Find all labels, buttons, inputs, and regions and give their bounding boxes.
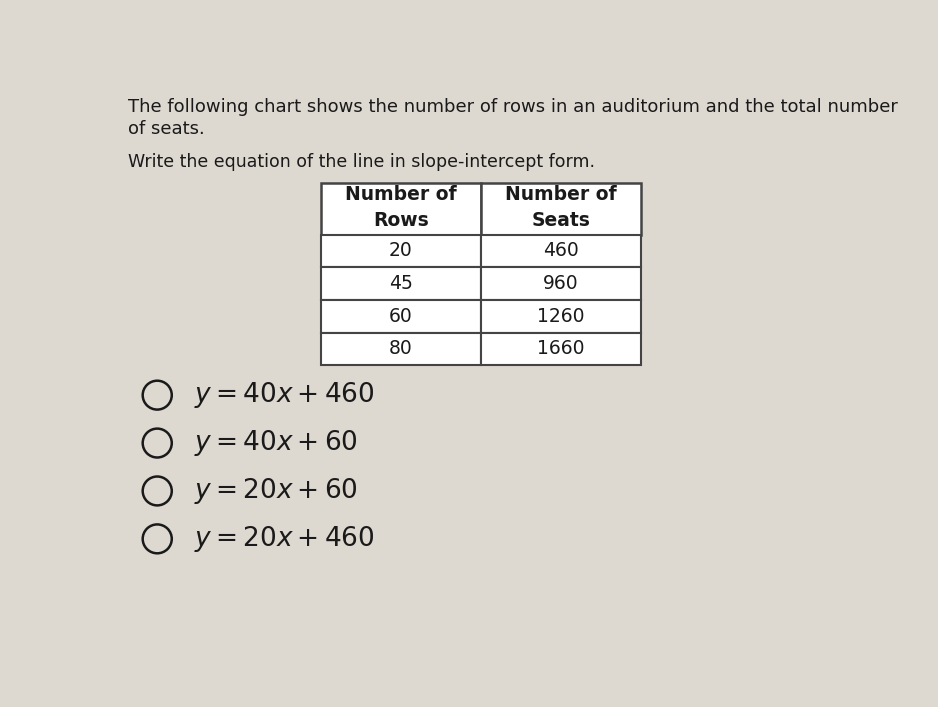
Text: $y = 20x + 460$: $y = 20x + 460$ — [193, 524, 374, 554]
FancyBboxPatch shape — [480, 267, 641, 300]
Text: 80: 80 — [389, 339, 413, 358]
Text: Number of: Number of — [345, 185, 457, 204]
FancyBboxPatch shape — [480, 300, 641, 332]
Text: 960: 960 — [543, 274, 579, 293]
Text: Number of: Number of — [505, 185, 616, 204]
Text: 1660: 1660 — [537, 339, 584, 358]
Text: 460: 460 — [543, 241, 579, 260]
Text: 45: 45 — [389, 274, 413, 293]
FancyBboxPatch shape — [321, 235, 480, 267]
Text: Write the equation of the line in slope-intercept form.: Write the equation of the line in slope-… — [129, 153, 595, 171]
Text: 1260: 1260 — [537, 307, 584, 326]
FancyBboxPatch shape — [321, 332, 480, 366]
FancyBboxPatch shape — [480, 235, 641, 267]
FancyBboxPatch shape — [321, 300, 480, 332]
Text: 60: 60 — [389, 307, 413, 326]
Text: The following chart shows the number of rows in an auditorium and the total numb: The following chart shows the number of … — [129, 98, 898, 117]
Text: Rows: Rows — [373, 211, 429, 230]
Text: $y = 20x + 60$: $y = 20x + 60$ — [193, 476, 357, 506]
Text: Seats: Seats — [531, 211, 590, 230]
Text: $y = 40x + 60$: $y = 40x + 60$ — [193, 428, 357, 458]
FancyBboxPatch shape — [321, 183, 480, 235]
FancyBboxPatch shape — [480, 332, 641, 366]
Text: 20: 20 — [389, 241, 413, 260]
FancyBboxPatch shape — [480, 183, 641, 235]
FancyBboxPatch shape — [321, 267, 480, 300]
Text: of seats.: of seats. — [129, 120, 204, 139]
Text: $y = 40x + 460$: $y = 40x + 460$ — [193, 380, 374, 410]
